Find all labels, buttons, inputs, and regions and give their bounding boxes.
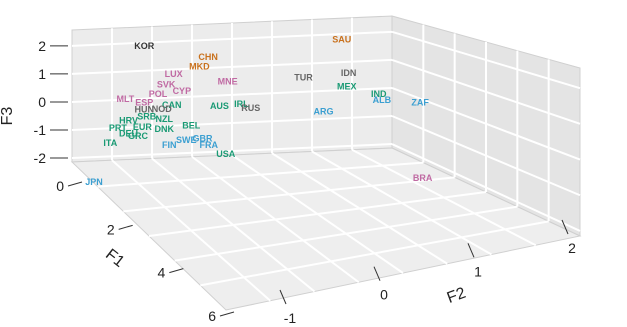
tick-label-y: -1 [284, 310, 297, 326]
tick-label-z: 1 [38, 66, 46, 82]
tick-mark-y [279, 289, 287, 305]
axis-titles: F3 F1 F2 [0, 107, 468, 307]
data-point-grc: GRC [128, 131, 149, 141]
data-point-nzl: NZL [156, 114, 174, 124]
data-point-rus: RUS [241, 103, 260, 113]
axis-title-z: F3 [0, 107, 16, 126]
tick-label-z: -1 [34, 122, 47, 138]
data-point-mkd: MKD [189, 62, 210, 72]
data-point-fin: FIN [162, 140, 177, 150]
tick-label-x: 2 [107, 221, 115, 237]
data-point-can: CAN [162, 100, 182, 110]
gridline-x [123, 176, 455, 213]
tick-label-y: 0 [380, 287, 388, 303]
data-point-zaf: ZAF [411, 97, 429, 107]
data-point-hrv: HRV [119, 116, 138, 126]
data-point-cyp: CYP [173, 86, 192, 96]
data-point-sau: SAU [332, 35, 351, 45]
gridline-x [148, 191, 487, 237]
data-point-swe: SWE [176, 135, 197, 145]
tick-mark-x [118, 224, 133, 230]
data-point-chn: CHN [198, 52, 218, 62]
tick-label-y: 1 [474, 263, 482, 279]
data-point-kor: KOR [134, 41, 155, 51]
tick-labels: -2 -1 0 1 2 0 2 4 6 -1 0 1 2 [34, 38, 577, 326]
data-point-nod: NOD [152, 104, 173, 114]
data-point-idn: IDN [341, 68, 357, 78]
tick-label-z: 0 [38, 94, 46, 110]
data-point-prt: PRT [109, 123, 128, 133]
tick-label-x: 6 [208, 308, 216, 324]
data-point-ita: ITA [103, 138, 117, 148]
data-point-aus: AUS [210, 101, 229, 111]
data-point-svk: SVK [157, 80, 176, 90]
data-point-gbr: GBR [193, 133, 214, 143]
data-point-deu: DEU [119, 129, 138, 139]
gridline-x [200, 220, 549, 287]
tick-mark-x [219, 311, 235, 317]
tick-mark-x [169, 268, 184, 274]
data-point-mlt: MLT [116, 94, 134, 104]
data-point-ind: IND [371, 89, 387, 99]
data-point-fra: FRA [200, 140, 219, 150]
data-point-bra: BRA [413, 173, 433, 183]
data-point-jpn: JPN [85, 177, 103, 187]
data-point-usa: USA [216, 149, 236, 159]
data-point-mex: MEX [337, 82, 357, 92]
gridline-x [174, 205, 518, 262]
tick-label-x: 0 [56, 178, 64, 194]
data-point-eur: EUR [133, 122, 153, 132]
data-point-lux: LUX [165, 69, 183, 79]
tick-mark-y [467, 243, 475, 258]
gridlines [71, 17, 581, 302]
data-point-hun: HUN [134, 104, 154, 114]
axis-title-y: F2 [445, 285, 468, 307]
data-point-srb: SRB [137, 112, 157, 122]
tick-label-z: 2 [38, 38, 46, 54]
data-point-tur: TUR [294, 72, 313, 82]
axis-title-x: F1 [102, 246, 127, 271]
data-point-esp: ESP [135, 97, 153, 107]
tick-label-y: 2 [568, 240, 576, 256]
data-point-irl: IRL [234, 99, 249, 109]
gridline-x [97, 161, 424, 188]
data-point-mne: MNE [218, 77, 238, 87]
data-point-alb: ALB [373, 95, 392, 105]
tick-mark-y [373, 266, 381, 281]
tick-mark-x [67, 181, 83, 187]
data-point-dnk: DNK [155, 124, 175, 134]
data-point-bel: BEL [182, 121, 201, 131]
tick-mark-y [561, 219, 569, 235]
data-point-pol: POL [149, 89, 168, 99]
data-point-arg: ARG [314, 106, 334, 116]
tick-label-z: -2 [34, 150, 47, 166]
tick-label-x: 4 [158, 265, 166, 281]
